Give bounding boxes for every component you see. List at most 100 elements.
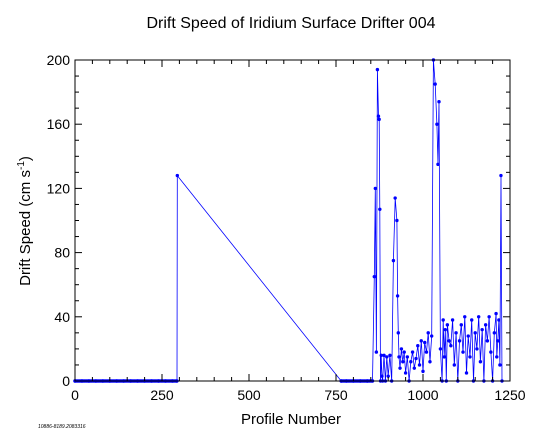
data-point [430,334,434,338]
data-point [495,355,499,359]
series-line [75,59,503,382]
data-point [416,343,420,348]
data-point [442,355,446,359]
x-tick-label: 500 [237,387,261,403]
x-tick-label: 1250 [494,387,525,403]
data-point [463,315,467,319]
data-point [449,343,453,348]
data-point [405,355,410,359]
data-point [386,374,390,378]
x-tick-label: 1000 [407,387,438,403]
data-point [395,294,400,298]
y-tick-label: 0 [62,373,70,389]
data-point [468,355,472,359]
data-point [499,173,503,178]
data-point [447,339,451,343]
data-point [419,339,423,343]
data-point [478,360,483,364]
data-point [402,350,406,354]
data-point [410,350,415,354]
data-point [401,360,405,364]
data-point [461,350,465,354]
data-point [483,323,488,327]
y-tick-label: 40 [54,309,70,325]
data-layer [73,58,504,383]
data-point [377,117,381,122]
data-point [426,331,430,335]
data-point [433,82,437,86]
data-point [399,347,404,351]
data-point [374,350,379,354]
data-point [497,318,501,322]
data-point [421,369,425,374]
data-point [476,315,481,319]
y-tick-label: 200 [47,52,71,68]
data-point [379,353,383,358]
data-point [397,355,401,359]
data-point [396,331,400,335]
data-point [423,340,427,345]
y-tick-label: 120 [47,180,71,196]
y-axis-label: Drift Speed (cm s-1) [16,156,34,286]
data-point [496,339,500,343]
data-point [398,366,402,370]
data-point [450,318,455,322]
data-point [428,360,432,364]
data-point [470,318,474,322]
data-point [393,196,397,200]
y-tick-label: 160 [47,116,71,132]
data-point [443,327,447,332]
data-point [441,318,445,322]
y-tick-label: 80 [54,245,70,261]
x-tick-label: 0 [71,387,79,403]
data-point [382,353,386,358]
data-point [175,173,180,178]
data-point [380,374,384,378]
data-point [375,67,380,72]
data-point [485,339,490,343]
y-axis-label-close: ) [17,156,34,161]
data-point [424,350,429,354]
data-point [489,350,493,354]
data-point [391,258,396,263]
x-tick-label: 750 [324,387,348,403]
data-point [373,186,378,191]
data-point [417,363,422,367]
plot-frame [74,59,511,382]
data-point [487,315,491,319]
data-point [372,274,376,279]
data-point [480,327,484,332]
data-point [388,353,392,358]
x-axis-label: Profile Number [241,411,341,428]
data-point [403,371,408,375]
data-point [457,339,462,343]
data-point [395,218,399,223]
y-axis-label-superscript: -1 [16,161,27,170]
chart-title: Drift Speed of Iridium Surface Drifter 0… [146,15,435,32]
data-point [454,331,458,335]
data-point [414,356,418,361]
data-point [492,331,497,335]
data-point [498,363,502,367]
data-point [464,371,469,375]
data-point [459,323,463,327]
data-point [475,347,479,351]
x-tick-label: 250 [150,387,174,403]
data-point [452,363,457,367]
axis-ticks: 0 250 500 750 1000 1250 0 40 80 120 160 200 [47,52,526,403]
data-point [435,122,439,126]
data-point [412,366,416,370]
data-point [436,162,440,167]
data-point [376,114,381,118]
data-point [466,334,470,338]
data-point [438,347,443,351]
data-point [378,207,382,211]
data-point [473,331,477,335]
data-point [494,311,498,316]
data-point [445,323,450,327]
footnote-text: 10886-8189.2083316 [38,424,86,430]
data-point [385,355,389,359]
y-axis-label-main: Drift Speed (cm s [17,170,34,286]
